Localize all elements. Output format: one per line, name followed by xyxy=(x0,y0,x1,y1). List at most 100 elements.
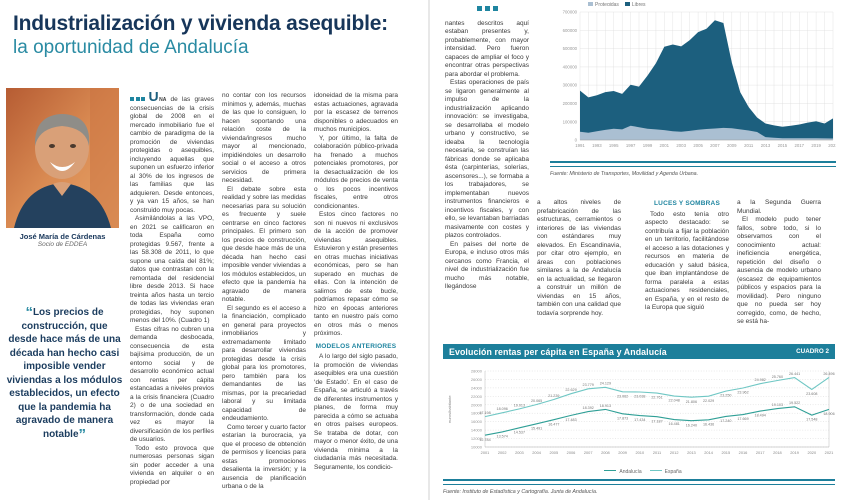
text-column-5: a altos niveles de prefabricación de las… xyxy=(537,199,621,341)
paragraph: Estas operaciones de país se ligaron gen… xyxy=(445,79,529,239)
svg-text:2021: 2021 xyxy=(825,450,834,455)
svg-text:25.760: 25.760 xyxy=(772,375,783,379)
svg-text:2007: 2007 xyxy=(710,143,720,148)
text-column-1: UNA de las graves consecuencias de la cr… xyxy=(130,92,214,499)
svg-text:26000: 26000 xyxy=(471,377,483,382)
chart2-plot: 10000 12000 14000 16000 18000 20000 22000 24000… xyxy=(447,369,835,456)
page-fold-divider xyxy=(428,0,430,500)
svg-text:2013: 2013 xyxy=(761,143,771,148)
svg-text:1999: 1999 xyxy=(643,143,653,148)
paragraph: no contar con los recursos mínimos y, ad… xyxy=(222,92,306,184)
legend-swatch xyxy=(624,2,630,6)
svg-text:14000: 14000 xyxy=(471,428,483,433)
svg-text:22000: 22000 xyxy=(471,394,483,399)
chart2-title: Evolución rentas per cápita en España y … xyxy=(449,346,667,357)
svg-text:2019: 2019 xyxy=(790,450,799,455)
svg-text:17.548: 17.548 xyxy=(806,418,817,422)
drop-cap: U xyxy=(148,92,159,104)
svg-text:2011: 2011 xyxy=(744,143,754,148)
chart1-legend: Protegidas Libres xyxy=(550,0,836,6)
paragraph: Como tercer y cuarto factor estarían la … xyxy=(222,423,306,491)
area-libres xyxy=(580,20,833,141)
svg-text:2015: 2015 xyxy=(778,143,788,148)
svg-text:2011: 2011 xyxy=(653,450,661,455)
text-column-6: LUCES Y SOMBRAS Todo esto tenía otro aspe… xyxy=(645,196,729,341)
svg-text:2007: 2007 xyxy=(584,450,593,455)
photo-caption: José María de Cárdenas Socio de EDDEA xyxy=(0,232,125,249)
paragraph: nantes descritos aquí estaban presentes … xyxy=(445,19,529,78)
svg-text:2001: 2001 xyxy=(660,143,670,148)
author-name: José María de Cárdenas xyxy=(19,232,106,241)
legend-label: España xyxy=(664,469,682,475)
pull-quote-text: Los precios de construcción, que desde h… xyxy=(6,307,123,440)
svg-text:17.873: 17.873 xyxy=(617,416,628,420)
paragraph: Asimilándolas a las VPO, en 2021 se cali… xyxy=(130,215,214,324)
svg-text:2013: 2013 xyxy=(687,450,696,455)
svg-text:2017: 2017 xyxy=(795,143,805,148)
chart2-legend: Andalucía España xyxy=(443,469,835,475)
svg-text:2005: 2005 xyxy=(549,450,558,455)
paragraph: El segundo es el acceso a la financiació… xyxy=(222,304,306,423)
svg-text:16000: 16000 xyxy=(471,419,483,424)
svg-text:17.483: 17.483 xyxy=(565,418,576,422)
svg-text:12.784: 12.784 xyxy=(479,438,490,442)
chart1-source: Fuente: Ministerio de Transportes, Movil… xyxy=(550,171,699,177)
svg-text:19.522: 19.522 xyxy=(789,401,800,405)
text-column-3: idoneidad de la misma para estas actuaci… xyxy=(314,92,398,499)
svg-text:1997: 1997 xyxy=(626,143,636,148)
svg-text:24.982: 24.982 xyxy=(755,378,766,382)
svg-text:22.048: 22.048 xyxy=(669,399,680,403)
svg-text:21.806: 21.806 xyxy=(686,400,697,404)
svg-text:23.779: 23.779 xyxy=(583,383,594,387)
author-role: Socio de EDDEA xyxy=(37,241,88,248)
svg-text:2015: 2015 xyxy=(721,450,730,455)
svg-text:100000: 100000 xyxy=(563,119,578,124)
svg-text:0: 0 xyxy=(575,138,578,143)
paragraph: El modelo pudo tener fallos, sobre todo,… xyxy=(737,216,821,325)
section-heading: LUCES Y SOMBRAS xyxy=(654,200,720,207)
chart2-badge: CUADRO 2 xyxy=(796,348,829,355)
article-title: Industrialización y vivienda asequible: xyxy=(13,12,388,35)
svg-text:18.392: 18.392 xyxy=(583,406,594,410)
author-photo xyxy=(6,88,119,228)
svg-text:14.537: 14.537 xyxy=(514,430,525,434)
svg-text:2021: 2021 xyxy=(828,143,836,148)
svg-text:23.608: 23.608 xyxy=(806,392,817,396)
chart2-source: Fuente: Instituto de Estadística y Carto… xyxy=(443,489,598,495)
paragraph: El debate sobre esta realidad y sobre la… xyxy=(222,185,306,304)
section-marker-icon xyxy=(445,6,529,15)
paragraph: A lo largo del siglo pasado, la promoció… xyxy=(314,353,398,471)
svg-text:2003: 2003 xyxy=(515,450,524,455)
svg-text:600000: 600000 xyxy=(563,28,578,33)
svg-text:16.240: 16.240 xyxy=(686,423,697,427)
paragraph: Estos cinco factores no son ni nuevos ni… xyxy=(314,211,398,337)
paragraph: Estas cifras no cubren una demanda desbo… xyxy=(130,325,214,444)
svg-text:2008: 2008 xyxy=(601,450,610,455)
svg-text:23.250: 23.250 xyxy=(720,394,731,398)
svg-text:21.239: 21.239 xyxy=(548,394,559,398)
legend-swatch xyxy=(649,470,662,471)
svg-text:1995: 1995 xyxy=(609,143,619,148)
paragraph: Todo esto tenía otro aspecto destacado: … xyxy=(645,210,729,312)
author-photo-image xyxy=(6,88,119,228)
svg-text:24.129: 24.129 xyxy=(600,382,611,386)
svg-text:2006: 2006 xyxy=(567,450,576,455)
text-column-2: no contar con los recursos mínimos y, ad… xyxy=(222,92,306,499)
chart-cuadro2: Evolución rentas per cápita en España y … xyxy=(443,344,835,495)
legend-label: Libres xyxy=(631,1,646,6)
text-column-4: nantes descritos aquí estaban presentes … xyxy=(445,5,529,341)
svg-text:26.496: 26.496 xyxy=(823,372,834,376)
section-marker-icon xyxy=(141,97,145,101)
svg-text:12000: 12000 xyxy=(471,436,483,441)
svg-text:20.065: 20.065 xyxy=(531,399,542,403)
svg-text:500000: 500000 xyxy=(563,46,578,51)
svg-text:18000: 18000 xyxy=(471,411,483,416)
article-subtitle: la oportunidad de Andalucía xyxy=(13,37,249,58)
svg-text:23.038: 23.038 xyxy=(634,395,645,399)
svg-text:2005: 2005 xyxy=(693,143,703,148)
svg-text:200000: 200000 xyxy=(563,101,578,106)
svg-text:22.029: 22.029 xyxy=(703,399,714,403)
svg-text:18.096: 18.096 xyxy=(497,407,508,411)
svg-text:26.441: 26.441 xyxy=(789,372,800,376)
svg-text:2017: 2017 xyxy=(756,450,765,455)
